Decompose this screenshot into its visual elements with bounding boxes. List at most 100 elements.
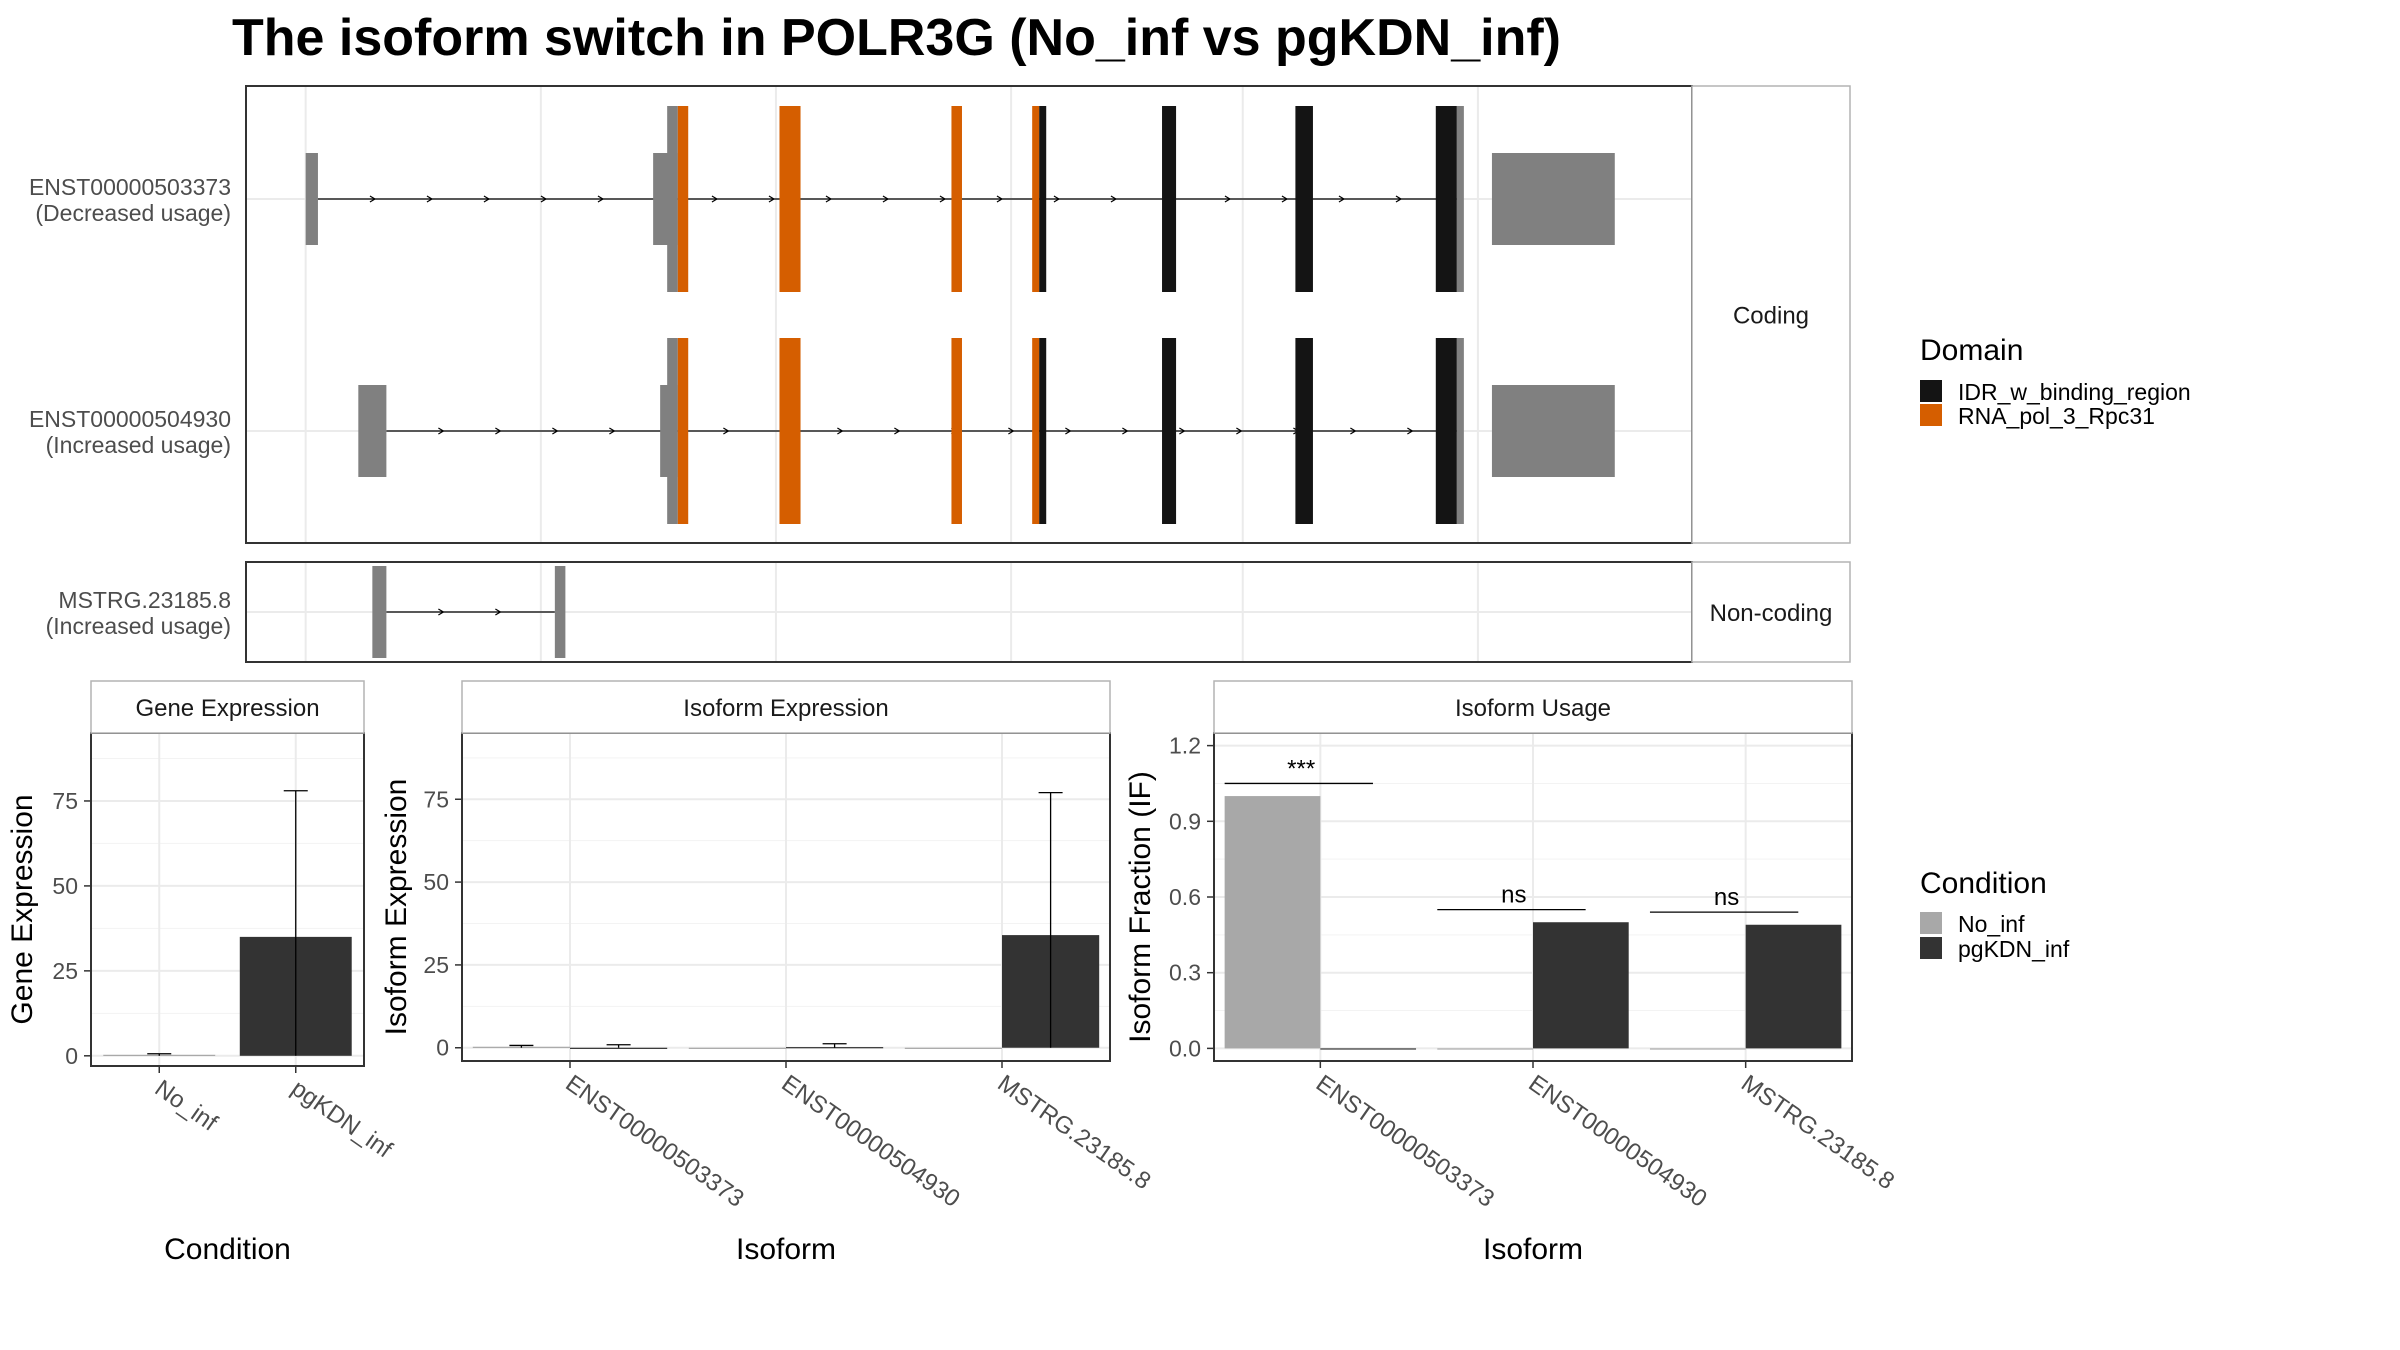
transcript-usage-label: (Increased usage)	[46, 432, 231, 458]
legend-label-idr: IDR_w_binding_region	[1958, 379, 2191, 405]
direction-arrow	[369, 195, 377, 203]
cds-end-block	[1456, 106, 1464, 292]
direction-arrow	[1053, 195, 1061, 203]
structure-panel-non-coding: MSTRG.23185.8(Increased usage) Non-coding	[46, 561, 1851, 663]
transcript-enst00000504930	[358, 338, 1615, 524]
facet-strip	[461, 680, 1111, 734]
facet-strip	[1213, 680, 1853, 734]
direction-arrow	[882, 195, 890, 203]
exon-rna-pol-3-rpc31	[677, 338, 689, 524]
panel-background	[246, 86, 1692, 543]
direction-arrow	[426, 195, 434, 203]
direction-arrow	[438, 608, 445, 616]
y-axis-title: Isoform Fraction (IF)	[1124, 771, 1157, 1043]
exon-rna-pol-3-rpc31	[779, 338, 801, 524]
y-tick-label: 75	[52, 788, 78, 814]
exon-idr-w-binding-region	[1295, 338, 1313, 524]
y-tick-label: 0.3	[1169, 960, 1201, 986]
direction-arrow	[1110, 195, 1118, 203]
direction-arrow	[1224, 195, 1232, 203]
domain-legend-title: Domain	[1920, 334, 2023, 367]
condition-legend-title: Condition	[1920, 867, 2047, 900]
direction-arrow	[552, 427, 559, 435]
y-tick-label: 75	[423, 786, 449, 812]
cds-start-block	[667, 338, 678, 524]
direction-arrow	[1008, 427, 1015, 435]
direction-arrow	[609, 427, 616, 435]
transcript-mstrg-23185-8	[372, 566, 566, 658]
chart-title: Gene Expression	[135, 695, 319, 722]
y-tick-label: 25	[423, 952, 449, 978]
significance-label: ns	[1501, 882, 1526, 909]
chart-gene-expression: Gene Expression 0 25 50 75 No_inf pgKDN_inf Con…	[6, 680, 397, 1266]
bar-no-inf-enst00000504930	[688, 1047, 786, 1049]
y-tick-label: 0	[436, 1035, 449, 1061]
exon-rna-pol-3-rpc31	[951, 106, 962, 292]
utr-block	[358, 385, 387, 477]
direction-arrow	[894, 427, 901, 435]
x-axis-title: Isoform	[1483, 1233, 1583, 1266]
bar-no-inf-enst00000503373	[1224, 796, 1321, 1049]
transcript-id-label: ENST00000503373	[29, 174, 231, 200]
legend-label-rpc31: RNA_pol_3_Rpc31	[1958, 403, 2155, 429]
exon-rna-pol-3-rpc31	[1032, 338, 1040, 524]
transcript-usage-label: (Decreased usage)	[35, 200, 231, 226]
exon-idr-w-binding-region	[1162, 106, 1177, 292]
y-tick-label: 0.0	[1169, 1035, 1201, 1061]
chart-title: Isoform Usage	[1455, 695, 1611, 722]
direction-arrow	[1122, 427, 1129, 435]
utr-block	[1491, 153, 1615, 245]
legend-swatch-idr	[1920, 380, 1942, 402]
exon-idr-w-binding-region	[1039, 106, 1047, 292]
direction-arrow	[483, 195, 491, 203]
facet-strip-label: Coding	[1733, 303, 1809, 330]
x-axis-title: Isoform	[736, 1233, 836, 1266]
x-tick-label: ENST00000504930	[777, 1070, 965, 1213]
direction-arrow	[825, 195, 833, 203]
x-tick-label: No_inf	[150, 1075, 223, 1137]
chart-isoform-usage: *** ns ns Isoform Usage 0.0 0.3 0.6 0.9 1.2 ENST0…	[1124, 680, 1899, 1266]
direction-arrow	[1350, 427, 1357, 435]
facet-strip	[1691, 85, 1851, 544]
direction-arrow	[495, 608, 502, 616]
cds-start-block	[667, 106, 678, 292]
y-tick-label: 50	[52, 873, 78, 899]
direction-arrow	[723, 427, 730, 435]
utr-block	[372, 566, 387, 658]
transcript-id-label: MSTRG.23185.8	[58, 587, 231, 613]
figure-title: The isoform switch in POLR3G (No_inf vs …	[232, 9, 1561, 67]
exon-idr-w-binding-region	[1435, 106, 1457, 292]
utr-block	[554, 566, 566, 658]
facet-strip	[90, 680, 365, 734]
x-axis-title: Condition	[164, 1233, 291, 1266]
exon-rna-pol-3-rpc31	[677, 106, 689, 292]
legend-label-pgkdn-inf: pgKDN_inf	[1958, 936, 2070, 962]
expression-charts: Gene Expression 0 25 50 75 No_inf pgKDN_inf Con…	[6, 680, 1899, 1266]
direction-arrow	[597, 195, 605, 203]
direction-arrow	[1179, 427, 1186, 435]
bar-no-inf-mstrg-23185-8	[1649, 1048, 1746, 1050]
significance-label: ***	[1287, 755, 1315, 782]
exon-idr-w-binding-region	[1039, 338, 1047, 524]
legend-swatch-no-inf	[1920, 912, 1942, 934]
chart-isoform-expression: Isoform Expression 0 25 50 75 ENST00000503373…	[380, 680, 1156, 1266]
y-axis-title: Gene Expression	[6, 794, 39, 1024]
utr-block	[305, 153, 318, 245]
direction-arrow	[1236, 427, 1243, 435]
y-tick-label: 50	[423, 869, 449, 895]
y-tick-label: 0.6	[1169, 884, 1201, 910]
transcript-id-label: ENST00000504930	[29, 406, 231, 432]
exon-rna-pol-3-rpc31	[1032, 106, 1040, 292]
direction-arrow	[837, 427, 844, 435]
direction-arrow	[711, 195, 719, 203]
y-tick-label: 0.9	[1169, 808, 1201, 834]
direction-arrow	[1407, 427, 1414, 435]
chart-title: Isoform Expression	[683, 695, 888, 722]
exon-idr-w-binding-region	[1295, 106, 1313, 292]
cds-end-block	[1456, 338, 1464, 524]
exon-idr-w-binding-region	[1435, 338, 1457, 524]
direction-arrow	[438, 427, 445, 435]
direction-arrow	[495, 427, 502, 435]
x-tick-label: ENST00000503373	[1311, 1070, 1499, 1213]
